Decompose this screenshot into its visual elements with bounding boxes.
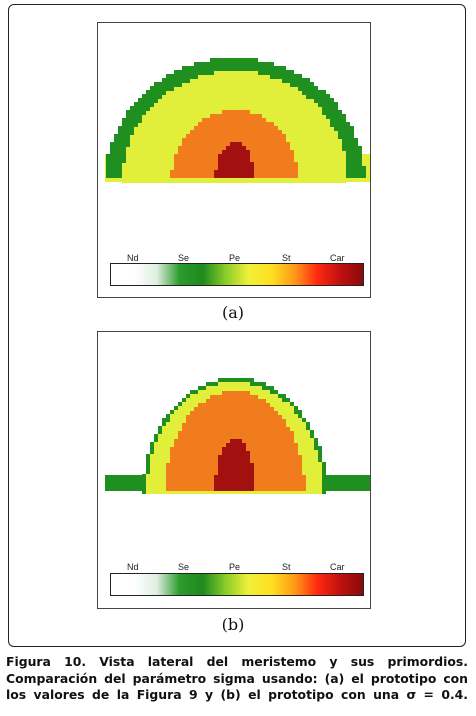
figure-frame (8, 4, 466, 647)
stem-zone-orange (198, 403, 270, 407)
peripheral-zone-yellow (218, 382, 250, 386)
colorbar (110, 573, 364, 596)
central-zone-red (214, 479, 254, 483)
central-zone-red (214, 174, 254, 178)
stem-zone-orange (178, 431, 294, 435)
caption-line-1: Figura 10. Vista lateral del meristemo y… (6, 654, 468, 669)
caption-line-2: Comparación del parámetro sigma usando: … (6, 670, 468, 686)
panel-a: Nd Se Pe St Car (97, 22, 371, 298)
central-zone-red (218, 162, 254, 166)
stem-zone-orange (194, 407, 274, 411)
colorbar-label-nd: Nd (127, 562, 139, 572)
colorbar-label-nd: Nd (127, 253, 139, 263)
central-zone-red (218, 467, 254, 471)
colorbar-label-pe: Pe (229, 253, 241, 263)
caption-line-3: los valores de la Figura 9 y (b) el prot… (6, 687, 468, 702)
central-zone-red (214, 475, 254, 479)
central-zone-red (218, 471, 254, 475)
central-zone-red (218, 455, 250, 459)
stem-zone-orange (198, 122, 274, 126)
central-zone-red (226, 146, 246, 150)
stem-zone-orange (182, 138, 286, 142)
panel-a-label: (a) (221, 303, 245, 322)
peripheral-zone-yellow (166, 91, 302, 95)
stem-zone-orange (222, 391, 250, 395)
peripheral-zone-yellow (182, 83, 290, 87)
meristem-plot-a (105, 58, 370, 183)
stem-zone-orange (190, 411, 278, 415)
peripheral-zone-yellow (158, 99, 314, 103)
colorbar-label-car: Car (330, 562, 345, 572)
central-zone-red (218, 158, 250, 162)
peripheral-zone-yellow (190, 79, 282, 83)
outer-layer-green (182, 66, 286, 70)
peripheral-zone-yellow (198, 75, 270, 79)
outer-layer-green (194, 62, 274, 66)
outer-layer-green (218, 378, 254, 382)
stem-zone-orange (190, 130, 282, 134)
colorbar-label-se: Se (178, 562, 190, 572)
peripheral-zone-yellow (162, 95, 306, 99)
central-zone-red (226, 443, 246, 447)
stem-zone-orange (186, 415, 282, 419)
stem-zone-orange (186, 419, 286, 423)
central-zone-red (214, 487, 254, 491)
stem-zone-orange (222, 110, 250, 114)
stem-zone-orange (194, 126, 278, 130)
central-zone-red (222, 150, 250, 154)
central-zone-red (230, 439, 242, 443)
peripheral-zone-yellow (154, 103, 318, 107)
peripheral-zone-yellow (214, 71, 258, 75)
peripheral-zone-yellow (206, 386, 262, 390)
meristem-plot-b (105, 378, 370, 494)
figure-caption: Figura 10. Vista lateral del meristemo y… (6, 654, 468, 704)
panel-b: Nd Se Pe St Car (97, 331, 371, 609)
stem-zone-orange (210, 114, 262, 118)
central-zone-red (218, 463, 254, 467)
central-zone-red (214, 170, 254, 174)
colorbar-label-se: Se (178, 253, 190, 263)
colorbar-label-st: St (282, 562, 291, 572)
peripheral-zone-yellow (146, 490, 322, 494)
stem-zone-orange (182, 423, 286, 427)
stem-zone-orange (206, 399, 266, 403)
outer-layer-green (210, 58, 258, 62)
colorbar-label-st: St (282, 253, 291, 263)
central-zone-red (214, 483, 254, 487)
stem-zone-orange (186, 134, 286, 138)
stem-zone-orange (178, 435, 294, 439)
central-zone-red (218, 154, 250, 158)
peripheral-zone-yellow (150, 107, 322, 111)
central-zone-red (218, 166, 254, 170)
central-zone-red (222, 447, 246, 451)
central-zone-red (230, 142, 242, 146)
base-yellow (105, 178, 370, 182)
colorbar (110, 263, 364, 286)
peripheral-zone-yellow (174, 87, 298, 91)
colorbar-label-car: Car (330, 253, 345, 263)
panel-b-label: (b) (221, 615, 245, 634)
colorbar-label-pe: Pe (229, 562, 241, 572)
stem-zone-orange (182, 427, 290, 431)
stem-zone-orange (202, 118, 266, 122)
stem-zone-orange (210, 395, 258, 399)
central-zone-red (222, 451, 250, 455)
central-zone-red (218, 459, 250, 463)
